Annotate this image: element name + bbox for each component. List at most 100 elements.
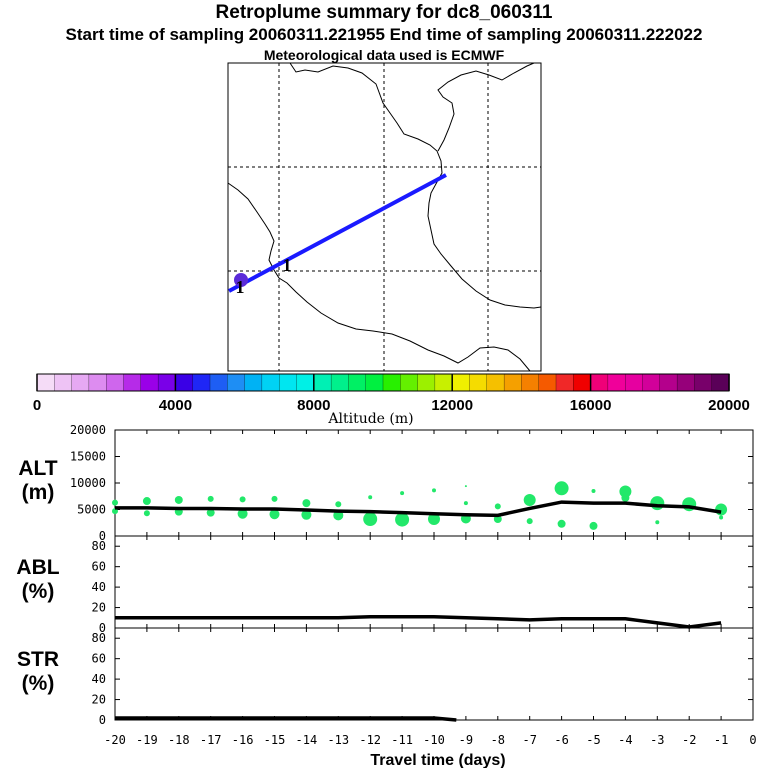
x-tick-label: -20 xyxy=(104,733,126,747)
colorbar-cell xyxy=(642,373,661,392)
scatter-point xyxy=(400,491,405,496)
colorbar-cell xyxy=(452,373,471,392)
scatter-point xyxy=(239,496,246,503)
colorbar-tick-label: 12000 xyxy=(431,397,473,414)
map-gridlines xyxy=(228,63,541,371)
y-tick-label: 20 xyxy=(92,601,106,615)
y-tick-label: 20 xyxy=(92,693,106,707)
scatter-point xyxy=(112,499,118,506)
x-tick-label: -9 xyxy=(459,733,473,747)
colorbar-cell xyxy=(382,373,401,392)
y-axis-label: (%) xyxy=(22,672,55,695)
scatter-point xyxy=(554,481,569,496)
x-tick-label: -18 xyxy=(168,733,190,747)
y-axis-label: ALT xyxy=(18,457,57,480)
x-tick-label: -3 xyxy=(650,733,664,747)
colorbar-cell xyxy=(486,373,505,392)
y-axis-label: (m) xyxy=(22,481,55,504)
map-borders xyxy=(227,62,542,372)
scatter-point xyxy=(368,495,373,500)
y-tick-label: 80 xyxy=(92,539,106,553)
x-tick-label: -8 xyxy=(491,733,505,747)
scatter-point xyxy=(715,503,728,516)
colorbar-cell xyxy=(521,373,540,392)
plume-label: 1 xyxy=(236,277,245,297)
series-line xyxy=(115,500,722,518)
y-tick-label: 40 xyxy=(92,672,106,686)
x-tick-label: -1 xyxy=(714,733,728,747)
colorbar-cell xyxy=(503,373,523,392)
colorbar-cell xyxy=(400,373,419,392)
x-tick-label: -12 xyxy=(359,733,381,747)
colorbar-cell xyxy=(469,373,488,392)
scatter-point xyxy=(395,512,410,527)
series-line xyxy=(115,615,722,629)
scatter-point xyxy=(621,493,630,502)
x-tick-label: -6 xyxy=(554,733,568,747)
colorbar-cell xyxy=(694,373,713,392)
series-line xyxy=(115,716,457,722)
x-tick-label: -2 xyxy=(682,733,696,747)
colorbar-cell xyxy=(175,373,194,392)
scatter-point xyxy=(589,521,598,530)
border-line xyxy=(289,62,542,309)
colorbar-cell xyxy=(659,373,678,392)
border-line xyxy=(437,62,535,152)
colorbar-tick-label: 16000 xyxy=(570,397,612,414)
x-tick-label: -11 xyxy=(391,733,413,747)
colorbar-tick-label: 0 xyxy=(33,397,41,414)
y-tick-label: 40 xyxy=(92,580,106,594)
panel-frame xyxy=(114,627,754,721)
map-frame xyxy=(227,62,542,372)
x-tick-label: -16 xyxy=(232,733,254,747)
colorbar-tick-label: 4000 xyxy=(159,397,192,414)
x-tick-label: -15 xyxy=(264,733,286,747)
scatter-point xyxy=(557,519,566,528)
colorbar-cell xyxy=(54,373,73,392)
y-tick-label: 0 xyxy=(99,621,106,635)
scatter-point xyxy=(271,495,278,502)
scatter-point xyxy=(655,520,660,525)
colorbar-cell xyxy=(590,373,609,392)
x-tick-label: -10 xyxy=(423,733,445,747)
scatter-point xyxy=(463,501,468,506)
scatter-point xyxy=(526,518,533,525)
sampling-times: Start time of sampling 20060311.221955 E… xyxy=(65,25,703,44)
chart-title: Retroplume summary for dc8_060311 xyxy=(215,2,553,23)
plume-track xyxy=(228,173,447,293)
y-tick-label: 80 xyxy=(92,631,106,645)
colorbar-cell xyxy=(261,373,280,392)
colorbar-cell xyxy=(417,373,436,392)
colorbar-cell xyxy=(123,373,142,392)
colorbar-cell xyxy=(71,373,90,392)
scatter-point xyxy=(335,501,342,508)
colorbar-cell xyxy=(555,373,574,392)
x-tick-label: -19 xyxy=(136,733,158,747)
x-axis-label: Travel time (days) xyxy=(370,752,505,768)
alt-panel: 0 5000 10000 15000 20000 ALT(m) xyxy=(18,423,754,543)
scatter-point xyxy=(142,497,151,506)
colorbar-cell xyxy=(88,373,107,392)
y-tick-label: 15000 xyxy=(70,450,106,464)
colorbar-cell xyxy=(209,373,228,392)
colorbar-cell xyxy=(365,373,384,392)
scatter-point xyxy=(301,509,312,520)
map-panel: 1 1 xyxy=(227,62,542,372)
colorbar-cell xyxy=(192,373,211,392)
colorbar-cell xyxy=(625,373,644,392)
x-tick-label: -13 xyxy=(327,733,349,747)
x-tick-label: -7 xyxy=(522,733,536,747)
border-line xyxy=(227,182,531,372)
scatter-point xyxy=(269,509,280,520)
colorbar-cell xyxy=(348,373,367,392)
colorbar-cell xyxy=(313,373,332,392)
met-data-note: Meteorological data used is ECMWF xyxy=(263,47,505,63)
panel-frame xyxy=(114,535,754,629)
scatter-point xyxy=(428,513,440,526)
scatter-point xyxy=(719,515,724,520)
scatter-point xyxy=(619,485,632,498)
abl-panel: 0 20 40 60 80 ABL(%) xyxy=(16,535,754,635)
y-tick-label: 60 xyxy=(92,652,106,666)
scatter-point xyxy=(464,485,467,488)
x-tick-label: -4 xyxy=(618,733,632,747)
